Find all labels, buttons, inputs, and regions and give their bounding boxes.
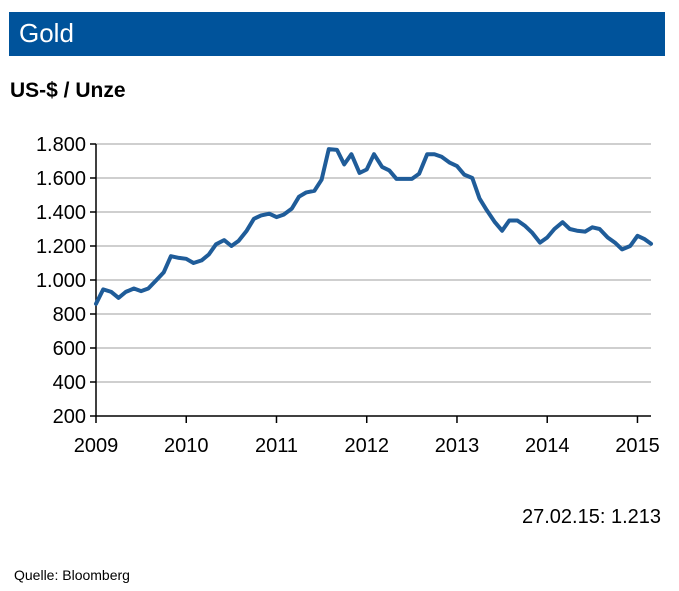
y-unit-label: US-$ / Unze — [10, 79, 126, 102]
x-tick-label: 2013 — [435, 435, 480, 457]
chart-title: Gold — [19, 18, 74, 48]
x-tick-label: 2012 — [344, 435, 389, 457]
y-tick-label: 600 — [53, 338, 86, 360]
x-tick-label: 2009 — [74, 435, 119, 457]
x-tick-label: 2011 — [255, 435, 298, 457]
y-tick-label: 1.400 — [36, 202, 86, 224]
x-tick-label: 2015 — [615, 435, 660, 457]
y-tick-label: 1.000 — [36, 270, 86, 292]
gold-price-chart: 200 400 600 800 1.000 1.200 1.400 1.600 1.800 200… — [36, 134, 660, 457]
gold-price-line — [94, 147, 653, 306]
y-tick-label: 400 — [53, 372, 86, 394]
title-bar: Gold — [9, 12, 665, 56]
x-tick-label: 2010 — [164, 435, 209, 457]
latest-value-annotation: 27.02.15: 1.213 — [521, 506, 661, 528]
y-tick-label: 1.800 — [36, 134, 86, 156]
y-tick-label: 800 — [53, 304, 86, 326]
y-tick-label: 1.200 — [36, 236, 86, 258]
y-tick-label: 200 — [53, 406, 86, 428]
source-note: Quelle: Bloomberg — [14, 567, 130, 583]
x-tick-label: 2014 — [525, 435, 570, 457]
y-tick-label: 1.600 — [36, 168, 86, 190]
